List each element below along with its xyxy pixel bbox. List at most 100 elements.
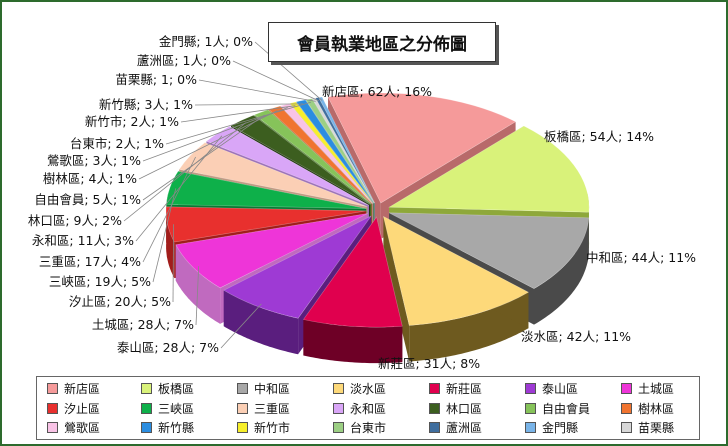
legend-swatch — [621, 421, 632, 433]
legend: 新店區 板橋區 中和區 淡水區 新莊區 泰山區 土城區汐止區 三峽區 三重區 永和區 林口區 自由會員… — [36, 376, 700, 440]
pie-top-layer — [165, 92, 590, 328]
data-label-永和區: 永和區; 11人; 3% — [32, 233, 134, 248]
legend-swatch — [525, 421, 536, 433]
legend-label: 自由會員 — [542, 401, 591, 416]
legend-swatch — [47, 382, 58, 394]
data-label-汐止區: 汐止區; 20人; 5% — [69, 294, 171, 309]
pie-slice-泰山區 — [223, 215, 372, 319]
leader-金門縣 — [254, 41, 323, 101]
leader-苗栗縣 — [198, 79, 316, 102]
legend-label: 新莊區 — [446, 381, 483, 396]
legend-swatch — [141, 402, 152, 414]
legend-label: 三重區 — [254, 401, 291, 416]
legend-label: 林口區 — [446, 401, 483, 416]
legend-label: 新竹市 — [254, 420, 291, 435]
legend-item-自由會員: 自由會員 — [525, 399, 590, 417]
leader-台東市 — [165, 101, 312, 145]
leader-新竹市 — [180, 105, 296, 123]
legend-item-樹林區: 樹林區 — [621, 399, 674, 417]
pie-slice-中和區 — [388, 212, 590, 289]
data-label-鶯歌區: 鶯歌區; 3人; 1% — [47, 153, 141, 168]
pie-slice-淡水區 — [382, 215, 530, 326]
data-label-金門縣: 金門縣; 1人; 0% — [159, 34, 253, 49]
leader-泰山區 — [220, 303, 262, 349]
legend-swatch — [47, 421, 58, 433]
legend-item-蘆洲區: 蘆洲區 — [429, 418, 482, 436]
legend-item-永和區: 永和區 — [333, 399, 386, 417]
legend-label: 中和區 — [254, 381, 291, 396]
data-label-三重區: 三重區; 17人; 4% — [39, 254, 141, 269]
legend-swatch — [237, 382, 248, 394]
data-labels: 新店區; 62人; 16% 板橋區; 54人; 14% 中和區; 44人; 11% 淡… — [28, 34, 696, 371]
legend-swatch — [429, 421, 440, 433]
data-label-苗栗縣: 苗栗縣; 1; 0% — [115, 72, 197, 87]
leader-自由會員 — [142, 114, 265, 201]
pie-slice-新店區 — [327, 92, 517, 204]
pie-wall-新莊區 — [303, 319, 403, 364]
legend-swatch — [333, 421, 344, 433]
data-label-中和區: 中和區; 44人; 11% — [586, 250, 696, 265]
data-label-三峽區: 三峽區; 19人; 5% — [49, 274, 151, 289]
pie-wall-中和區 — [534, 217, 589, 325]
legend-label: 蘆洲區 — [446, 420, 483, 435]
leader-新竹縣 — [194, 103, 304, 106]
data-label-蘆洲區: 蘆洲區; 1人; 0% — [137, 53, 231, 68]
legend-item-汐止區: 汐止區 — [47, 399, 100, 417]
legend-label: 永和區 — [350, 401, 387, 416]
leader-樹林區 — [138, 110, 278, 180]
legend-label: 苗栗縣 — [638, 420, 675, 435]
legend-swatch — [141, 382, 152, 394]
legend-item-土城區: 土城區 — [621, 379, 674, 397]
pie-slice-鶯歌區 — [280, 103, 373, 204]
legend-swatch — [141, 421, 152, 433]
data-label-板橋區: 板橋區; 54人; 14% — [544, 129, 654, 144]
pie-edge-淡水區-1 — [383, 216, 410, 362]
legend-swatch — [333, 382, 344, 394]
data-label-泰山區: 泰山區; 28人; 7% — [117, 340, 219, 355]
legend-item-板橋區: 板橋區 — [141, 379, 194, 397]
leader-鶯歌區 — [142, 107, 288, 162]
legend-item-台東市: 台東市 — [333, 418, 386, 436]
legend-swatch — [237, 402, 248, 414]
legend-item-新店區: 新店區 — [47, 379, 100, 397]
legend-swatch — [237, 421, 248, 433]
chart-title: 會員執業地區之分佈圖 — [268, 22, 496, 62]
leader-三重區 — [142, 156, 196, 263]
legend-item-三重區: 三重區 — [237, 399, 290, 417]
legend-label: 淡水區 — [350, 381, 387, 396]
data-label-台東市: 台東市; 2人; 1% — [70, 136, 164, 151]
data-label-樹林區: 樹林區; 4人; 1% — [43, 171, 137, 186]
legend-label: 土城區 — [638, 381, 675, 396]
data-label-新店區: 新店區; 62人; 16% — [322, 84, 432, 99]
legend-label: 鶯歌區 — [64, 420, 101, 435]
legend-swatch — [429, 382, 440, 394]
legend-item-泰山區: 泰山區 — [525, 379, 578, 397]
leader-汐止區 — [172, 224, 174, 303]
legend-swatch — [621, 382, 632, 394]
legend-item-新竹縣: 新竹縣 — [141, 418, 194, 436]
data-label-新竹市: 新竹市; 2人; 1% — [85, 114, 179, 129]
legend-item-苗栗縣: 苗栗縣 — [621, 418, 674, 436]
legend-item-林口區: 林口區 — [429, 399, 482, 417]
legend-item-中和區: 中和區 — [237, 379, 290, 397]
data-label-新莊區: 新莊區; 31人; 8% — [378, 356, 480, 371]
pie-slice-板橋區 — [388, 125, 590, 213]
legend-label: 金門縣 — [542, 420, 579, 435]
pie-slice-三峽區 — [166, 170, 367, 209]
legend-label: 新店區 — [64, 381, 101, 396]
leader-林口區 — [123, 122, 246, 222]
legend-label: 新竹縣 — [158, 420, 195, 435]
legend-swatch — [621, 402, 632, 414]
legend-item-金門縣: 金門縣 — [525, 418, 578, 436]
data-label-土城區: 土城區; 28人; 7% — [92, 317, 194, 332]
pie-slice-汐止區 — [165, 206, 367, 243]
pie-slice-三重區 — [178, 142, 368, 207]
legend-label: 汐止區 — [64, 401, 101, 416]
data-label-自由會員: 自由會員; 5人; 1% — [34, 192, 141, 207]
legend-item-三峽區: 三峽區 — [141, 399, 194, 417]
leader-lines — [123, 41, 323, 349]
legend-label: 樹林區 — [638, 401, 675, 416]
pie-slice-新竹市 — [289, 101, 374, 204]
data-label-新竹縣: 新竹縣; 3人; 1% — [99, 97, 193, 112]
